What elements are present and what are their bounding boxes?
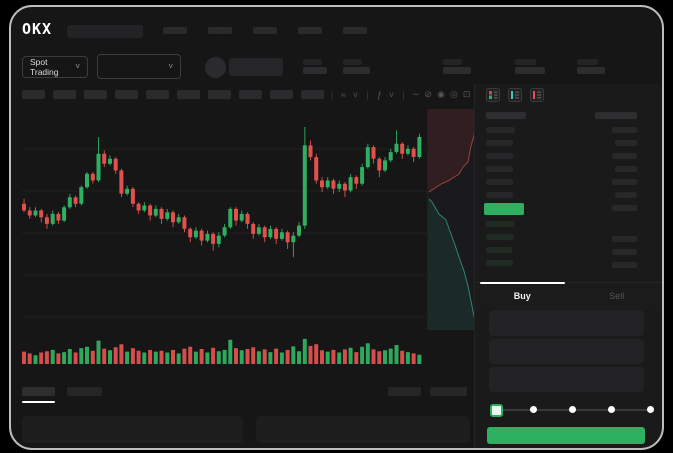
draw-tool-icon[interactable]: ⊘ <box>424 89 433 99</box>
divider: | <box>366 89 369 100</box>
ask-amount-bar[interactable] <box>612 153 637 159</box>
price-input-placeholder[interactable] <box>489 310 644 336</box>
nav-menu <box>163 27 367 34</box>
nav-item-placeholder[interactable] <box>343 27 367 34</box>
timeframe-bar <box>22 90 324 99</box>
slider-stop[interactable] <box>569 406 576 413</box>
ask-price-bar[interactable] <box>486 153 513 159</box>
ask-price-bar[interactable] <box>486 127 515 133</box>
bid-price-bar[interactable] <box>486 260 513 266</box>
ask-amount-bar[interactable] <box>615 192 637 198</box>
ask-amount-bar[interactable] <box>615 166 637 172</box>
indicator-fx-icon[interactable]: ƒ <box>376 89 382 100</box>
candle-style-icon[interactable]: ≈ <box>341 89 346 100</box>
orderbook-view-all-icon[interactable] <box>486 88 500 102</box>
chart-toolbar-icons: ≈ ˅ | ƒ ˅ | ∼ ⊘ ◉ ◎ ⊡ <box>340 89 470 100</box>
tab-sell[interactable]: Sell <box>609 291 625 301</box>
ask-amount-bar[interactable] <box>612 205 637 211</box>
slider-stop[interactable] <box>530 406 537 413</box>
okx-logo: OKX <box>22 20 53 38</box>
market-type-dropdown[interactable]: Spot Trading ˅ <box>22 56 88 78</box>
slider-stop[interactable] <box>608 406 615 413</box>
chevron-down-icon: ˅ <box>168 61 173 71</box>
ask-price-bar[interactable] <box>486 179 513 185</box>
nav-item-placeholder[interactable] <box>208 27 232 34</box>
chevron-down-icon: ˅ <box>75 62 80 71</box>
bid-amount-bar[interactable] <box>612 249 637 255</box>
line-tool-icon[interactable]: ∼ <box>412 89 420 99</box>
timeframe-button[interactable] <box>22 90 45 99</box>
bottom-panel-left <box>22 416 243 443</box>
nav-item-placeholder[interactable] <box>163 27 187 34</box>
timeframe-button[interactable] <box>115 90 138 99</box>
timeframe-button[interactable] <box>301 90 324 99</box>
timeframe-button[interactable] <box>239 90 262 99</box>
bottom-action-placeholder[interactable] <box>430 387 467 396</box>
tab-buy[interactable]: Buy <box>475 282 570 309</box>
total-input-placeholder[interactable] <box>489 367 644 392</box>
nav-search-placeholder[interactable] <box>67 25 143 38</box>
orderbook-view-bids-icon[interactable] <box>508 88 522 102</box>
bid-price-bar[interactable] <box>486 247 512 253</box>
order-side-tabs: Buy Sell <box>475 282 663 309</box>
ask-price-bar[interactable] <box>486 192 513 198</box>
market-type-label: Spot Trading <box>30 57 59 77</box>
nav-item-placeholder[interactable] <box>253 27 277 34</box>
last-price-indicator <box>484 203 524 215</box>
pair-name-placeholder <box>229 58 283 76</box>
orderbook-price-header <box>486 112 526 119</box>
chevron-down-icon[interactable]: ˅ <box>352 89 359 100</box>
ask-price-bar[interactable] <box>486 140 513 146</box>
orderbook-view-asks-icon[interactable] <box>530 88 544 102</box>
pair-selector-dropdown[interactable]: ˅ <box>97 54 181 79</box>
timeframe-button[interactable] <box>53 90 76 99</box>
ask-amount-bar[interactable] <box>612 179 637 185</box>
bottom-tab[interactable] <box>67 387 102 396</box>
divider: | <box>402 89 405 100</box>
timeframe-button[interactable] <box>208 90 231 99</box>
timeframe-button[interactable] <box>146 90 169 99</box>
bottom-action-placeholder[interactable] <box>388 387 421 396</box>
buy-submit-button[interactable] <box>487 427 645 444</box>
bid-amount-bar[interactable] <box>612 262 637 268</box>
nav-item-placeholder[interactable] <box>298 27 322 34</box>
coin-avatar <box>205 57 226 78</box>
amount-input-placeholder[interactable] <box>489 339 644 364</box>
bottom-panel-right <box>256 416 470 443</box>
depth-chart-panel <box>427 109 480 330</box>
timeframe-button[interactable] <box>177 90 200 99</box>
chevron-down-icon[interactable]: ˅ <box>388 89 395 100</box>
timeframe-button[interactable] <box>270 90 293 99</box>
settings-icon[interactable]: ◎ <box>449 89 458 99</box>
bottom-tab-indicator <box>22 401 55 403</box>
orderbook-view-toggles <box>486 88 544 102</box>
toolbar-divider: | <box>331 90 334 100</box>
bottom-tab-active[interactable] <box>22 387 55 396</box>
slider-handle[interactable] <box>490 404 503 417</box>
bid-price-bar[interactable] <box>486 234 514 240</box>
market-depth-chart <box>428 109 478 330</box>
trading-app-window: OKX Spot Trading ˅ ˅ <box>10 6 663 449</box>
ask-price-bar[interactable] <box>486 166 513 172</box>
orderbook-amount-header <box>595 112 637 119</box>
timeframe-button[interactable] <box>84 90 107 99</box>
bid-amount-bar[interactable] <box>612 236 637 242</box>
camera-icon[interactable]: ◉ <box>437 89 445 99</box>
fullscreen-icon[interactable]: ⊡ <box>462 89 471 99</box>
ask-amount-bar[interactable] <box>612 127 637 133</box>
slider-stop[interactable] <box>647 406 654 413</box>
ask-amount-bar[interactable] <box>615 140 637 146</box>
bid-price-bar[interactable] <box>486 221 514 227</box>
order-panel: Buy Sell <box>474 84 663 449</box>
